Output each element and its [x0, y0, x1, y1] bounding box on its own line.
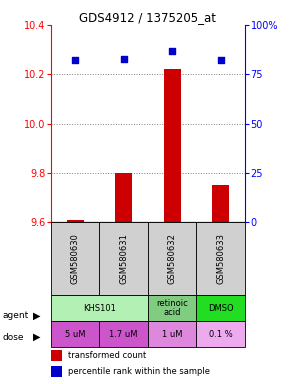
Bar: [99, 321, 148, 347]
Bar: [164, 70, 181, 222]
Text: ▶: ▶: [33, 332, 41, 342]
Text: agent: agent: [3, 311, 29, 320]
Text: GSM580630: GSM580630: [70, 233, 79, 284]
Point: [121, 55, 126, 61]
Text: dose: dose: [3, 333, 24, 342]
Bar: [148, 295, 196, 321]
Text: GSM580633: GSM580633: [216, 233, 225, 284]
Bar: [99, 222, 148, 295]
Bar: [115, 173, 132, 222]
Bar: [51, 295, 148, 321]
Text: transformed count: transformed count: [68, 351, 146, 360]
Text: KHS101: KHS101: [83, 304, 116, 313]
Text: percentile rank within the sample: percentile rank within the sample: [68, 367, 210, 376]
Bar: [148, 222, 196, 295]
Text: ▶: ▶: [33, 311, 41, 321]
Text: 1 uM: 1 uM: [162, 329, 182, 339]
Text: 0.1 %: 0.1 %: [209, 329, 233, 339]
Text: 1.7 uM: 1.7 uM: [109, 329, 138, 339]
Bar: [51, 350, 62, 361]
Point: [170, 48, 175, 54]
Bar: [51, 366, 62, 377]
Bar: [196, 321, 245, 347]
Point: [218, 58, 223, 64]
Text: DMSO: DMSO: [208, 304, 233, 313]
Bar: [196, 295, 245, 321]
Bar: [212, 185, 229, 222]
Title: GDS4912 / 1375205_at: GDS4912 / 1375205_at: [79, 11, 216, 24]
Text: GSM580631: GSM580631: [119, 233, 128, 284]
Bar: [196, 222, 245, 295]
Text: 5 uM: 5 uM: [65, 329, 85, 339]
Point: [73, 58, 77, 64]
Bar: [66, 220, 84, 222]
Bar: [51, 222, 99, 295]
Bar: [51, 321, 99, 347]
Text: retinoic
acid: retinoic acid: [156, 299, 188, 318]
Bar: [148, 321, 196, 347]
Text: GSM580632: GSM580632: [168, 233, 177, 284]
